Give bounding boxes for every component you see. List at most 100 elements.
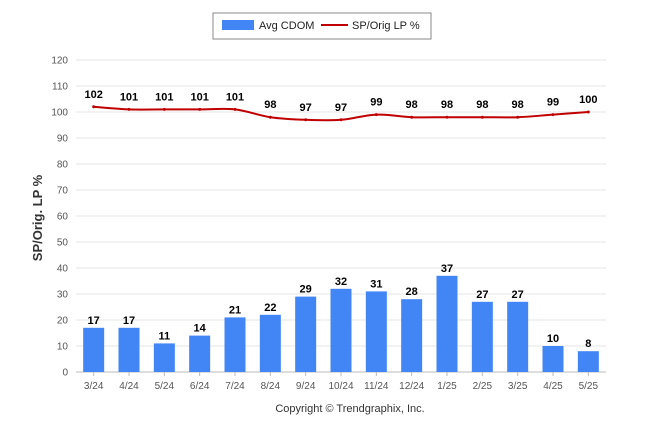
y-tick-label: 20 (57, 316, 69, 327)
y-tick-label: 40 (57, 264, 69, 275)
x-tick-label: 1/25 (437, 381, 457, 392)
bar (365, 291, 387, 372)
bar (471, 301, 493, 372)
y-tick-label: 100 (51, 108, 68, 119)
bar-data-label: 11 (159, 330, 171, 342)
x-tick-label: 2/25 (473, 381, 493, 392)
bar (259, 314, 281, 372)
line-data-label: 98 (406, 99, 418, 111)
bar-data-label: 37 (441, 263, 453, 275)
y-tick-label: 110 (52, 82, 68, 93)
bar (295, 296, 317, 372)
x-tick-label: 4/25 (543, 381, 563, 392)
x-tick-label: 4/24 (119, 381, 139, 392)
bar (83, 327, 105, 372)
x-tick-label: 11/24 (364, 381, 389, 392)
y-tick-label: 30 (57, 290, 69, 301)
bar-data-label: 14 (194, 323, 207, 335)
line-point (586, 110, 590, 114)
line-data-label: 97 (300, 102, 312, 114)
line-point (92, 105, 96, 109)
line-point (551, 113, 555, 117)
line-point (516, 115, 520, 119)
bar-data-label: 28 (406, 286, 418, 298)
line-data-label: 98 (476, 99, 488, 111)
line-point (410, 115, 414, 119)
y-tick-label: 50 (57, 238, 69, 249)
y-tick-label: 80 (57, 160, 69, 171)
x-tick-label: 10/24 (328, 381, 353, 392)
x-tick-label: 8/24 (261, 381, 281, 392)
bar-data-label: 27 (512, 289, 524, 301)
bar (189, 335, 211, 372)
bar-data-label: 17 (88, 315, 100, 327)
y-tick-label: 0 (62, 368, 68, 379)
bar-data-label: 22 (264, 302, 276, 314)
line-data-labels: 102 101 101 101 101 98 97 97 99 98 98 98 98 99 100 (84, 89, 597, 114)
bar-data-label: 32 (335, 276, 347, 288)
line-point (339, 118, 343, 122)
line-point (198, 107, 202, 111)
x-tick-label: 12/24 (399, 381, 424, 392)
line-point (127, 107, 131, 111)
x-tick-label: 9/24 (296, 381, 316, 392)
copyright-footer: Copyright © Trendgraphix, Inc. (275, 403, 424, 415)
bar (401, 299, 423, 372)
line-point (445, 115, 449, 119)
bar (330, 288, 352, 372)
x-tick-label: 3/25 (508, 381, 528, 392)
bar (436, 275, 458, 372)
bar (224, 317, 246, 372)
y-tick-label: 70 (57, 186, 69, 197)
x-tick-label: 5/25 (579, 381, 599, 392)
bar (542, 346, 564, 372)
line-data-label: 98 (264, 99, 276, 111)
bar-series (83, 275, 599, 372)
line-data-label: 101 (226, 91, 244, 103)
bar-data-label: 31 (370, 278, 382, 290)
bar (577, 351, 599, 372)
legend-label-avg-cdom: Avg CDOM (259, 20, 314, 32)
x-tick-label: 3/24 (84, 381, 104, 392)
bar (507, 301, 529, 372)
legend: Avg CDOM SP/Orig LP % (212, 12, 432, 40)
y-axis-ticks: 0 10 20 30 40 50 60 70 80 90 100 110 120 (51, 56, 68, 379)
bar-data-label: 27 (476, 289, 488, 301)
legend-swatch-avg-cdom (222, 20, 254, 30)
line-data-label: 102 (84, 89, 102, 101)
line-point (268, 115, 272, 119)
bar-data-label: 21 (229, 304, 241, 316)
bar-data-label: 17 (123, 315, 135, 327)
line-point (233, 107, 237, 111)
x-tick-label: 6/24 (190, 381, 210, 392)
line-data-label: 101 (155, 91, 173, 103)
y-tick-label: 120 (51, 56, 68, 67)
line-data-label: 97 (335, 102, 347, 114)
line-data-label: 99 (370, 97, 382, 109)
y-tick-label: 60 (57, 212, 69, 223)
line-data-label: 101 (190, 91, 208, 103)
y-tick-label: 10 (57, 342, 69, 353)
line-data-label: 99 (547, 97, 559, 109)
line-data-label: 101 (120, 91, 138, 103)
bar-data-label: 8 (585, 338, 591, 350)
x-tick-label: 5/24 (155, 381, 175, 392)
line-data-label: 98 (512, 99, 524, 111)
line-data-label: 100 (579, 94, 597, 106)
legend-label-sp-orig-lp: SP/Orig LP % (352, 20, 420, 32)
line-point (374, 113, 378, 117)
y-tick-label: 90 (57, 134, 69, 145)
line-data-label: 98 (441, 99, 453, 111)
bar-data-labels: 17 17 11 14 21 22 29 32 31 28 37 27 27 10 8 (88, 263, 592, 350)
line-point (162, 107, 166, 111)
x-tick-label: 7/24 (225, 381, 245, 392)
bar (153, 343, 175, 372)
y-axis-label: SP/Orig. LP % (30, 174, 45, 261)
bar-data-label: 10 (547, 333, 559, 345)
line-point (304, 118, 308, 122)
line-series (92, 105, 590, 122)
line-point (480, 115, 484, 119)
bar (118, 327, 140, 372)
x-axis-ticks: 3/24 4/24 5/24 6/24 7/24 8/24 9/24 10/24 11/24 12… (84, 372, 599, 392)
